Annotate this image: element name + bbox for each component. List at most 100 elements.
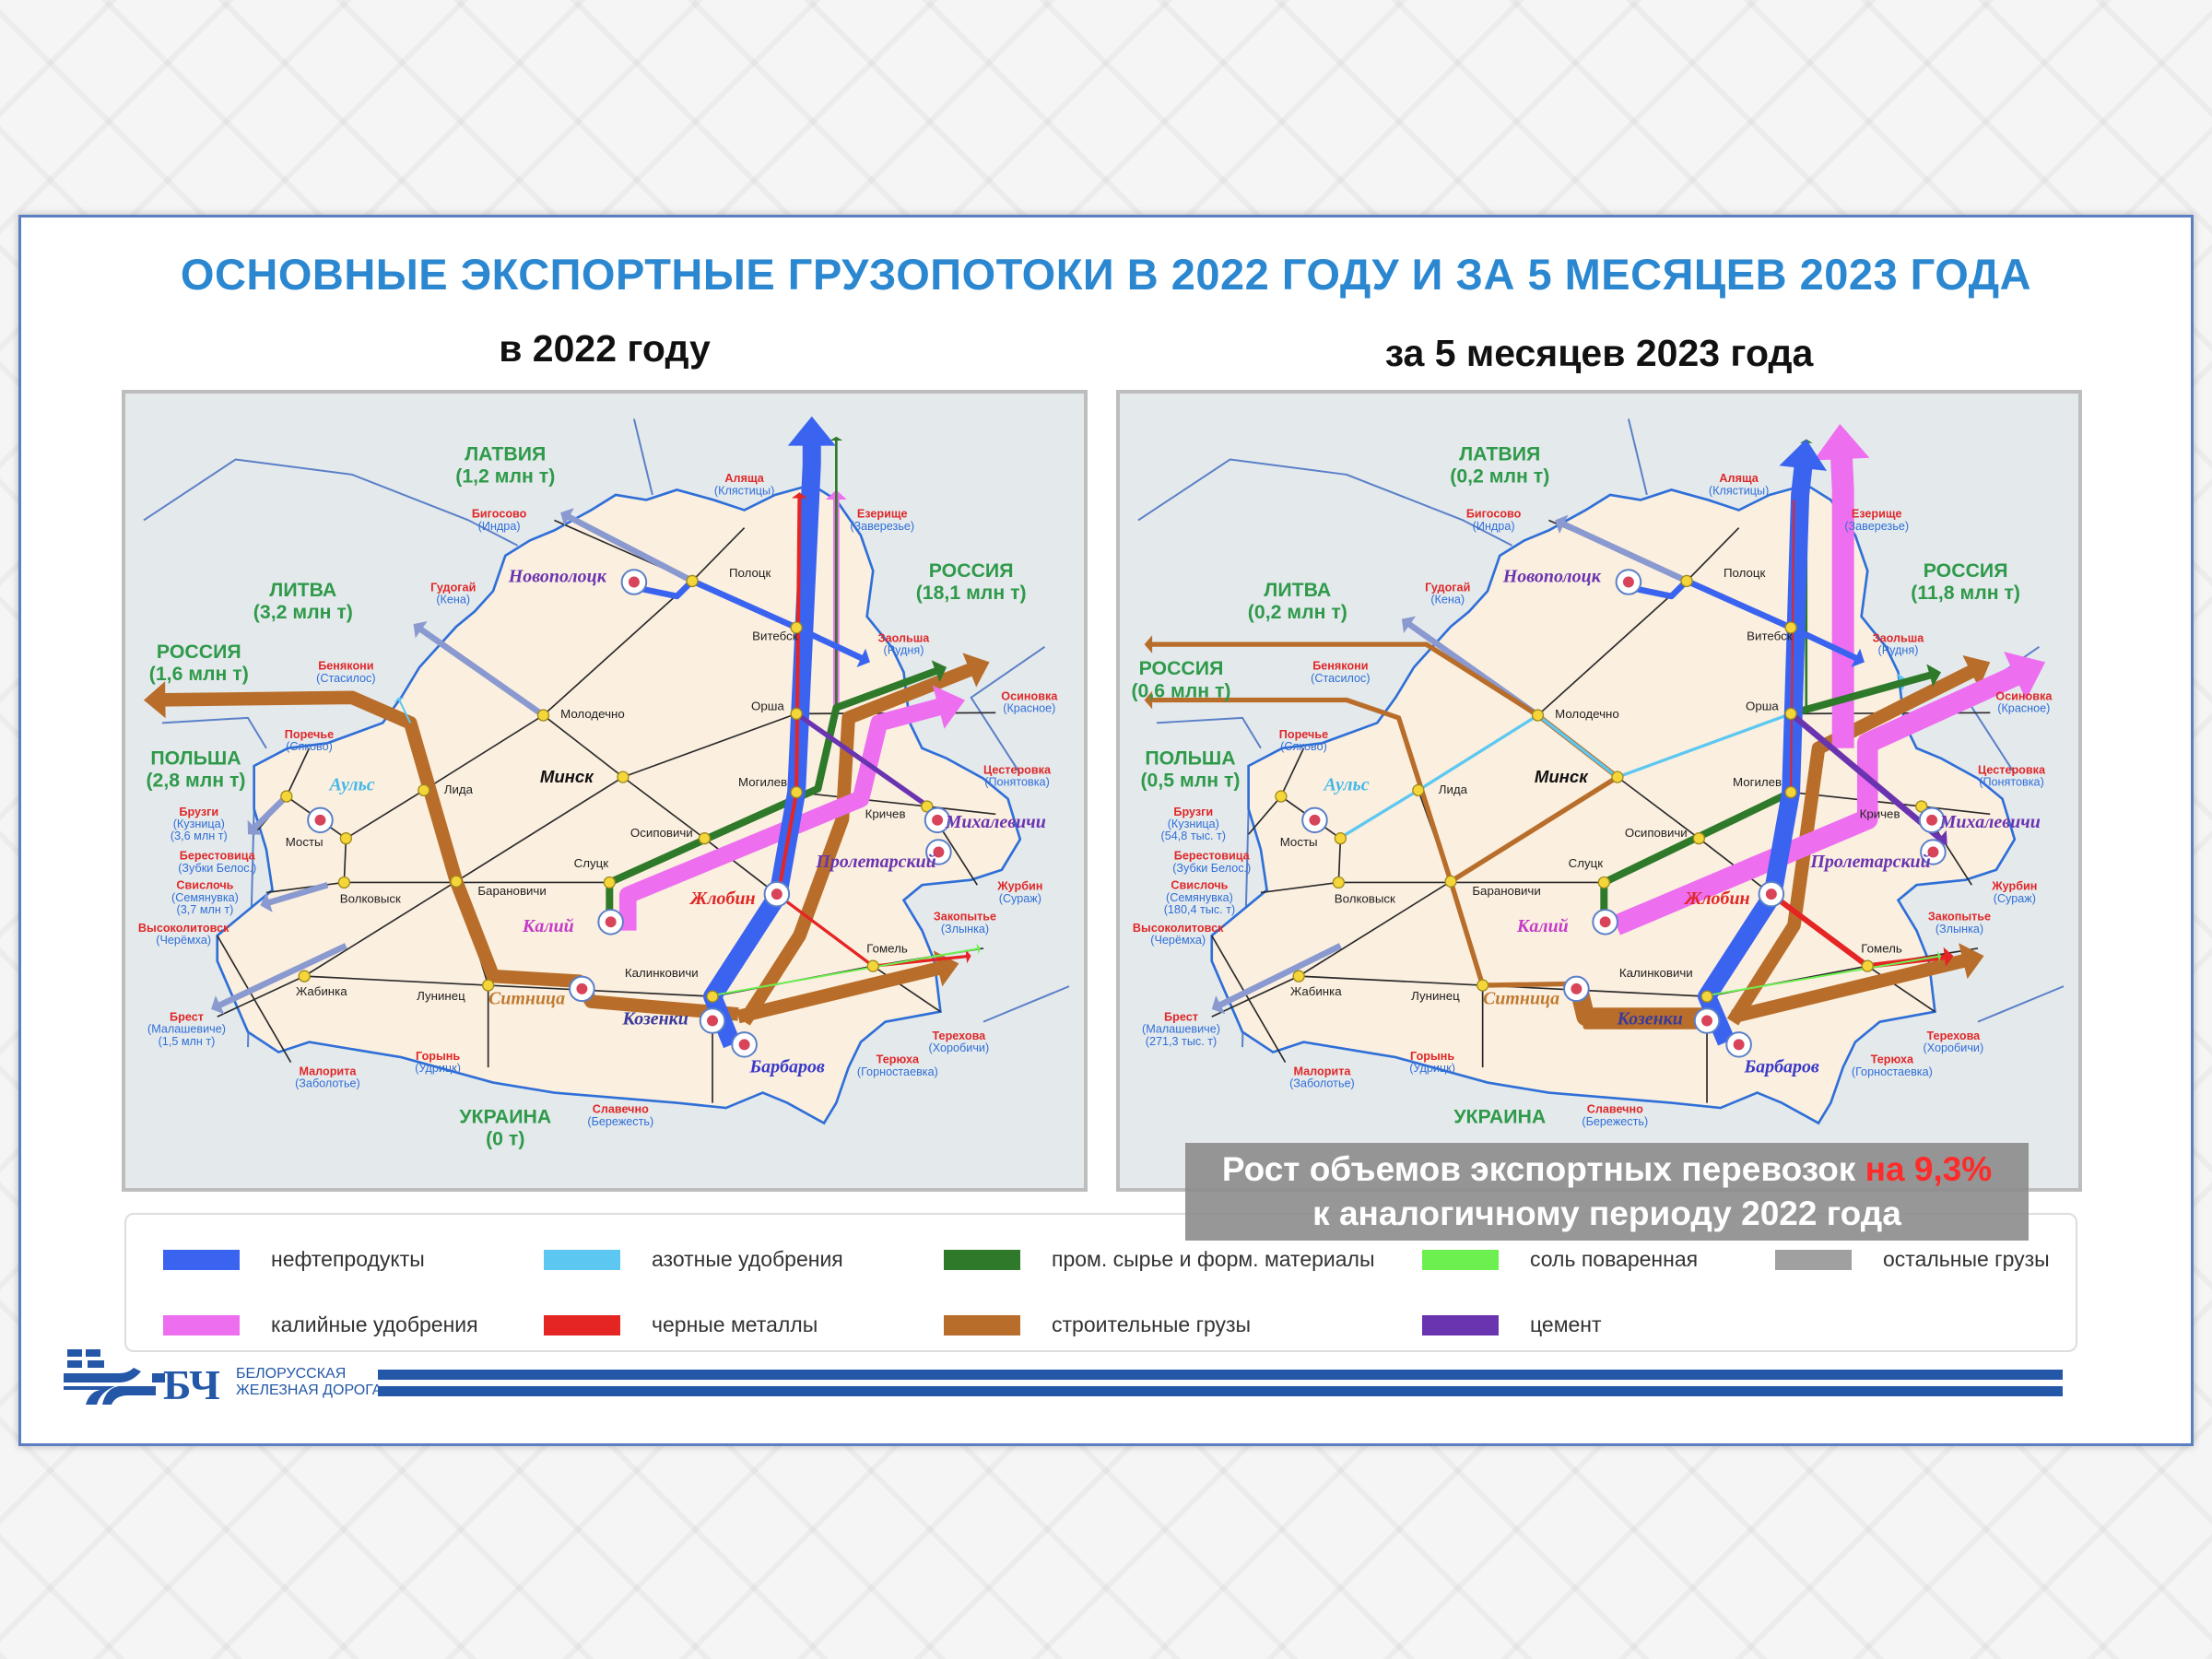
- potash-flow-north: [1830, 453, 1854, 748]
- enterprise-label: Козенки: [1617, 1008, 1683, 1029]
- station-node: [1531, 709, 1545, 722]
- station-label: Осиповичи: [630, 826, 693, 840]
- station-label: Могилев: [1733, 775, 1782, 789]
- crossing-name: Поречье: [285, 728, 334, 741]
- construction-flow-west-head: [1144, 690, 1153, 710]
- crossing-volume: (180,4 тыс. т): [1164, 903, 1236, 916]
- station-node: [536, 709, 550, 722]
- crossing-partner: (Заболотье): [1289, 1077, 1355, 1090]
- station-label-minsk: Минск: [1535, 767, 1589, 786]
- station-label: Лида: [444, 782, 474, 796]
- right-subtitle: за 5 месяцев 2023 года: [1384, 332, 1814, 374]
- crossing-name: Славечно: [1587, 1103, 1643, 1116]
- other-cargo-arrow: [218, 943, 347, 1008]
- enterprise-icon-mark: [1733, 1039, 1745, 1051]
- crossing-name: Аляща: [1719, 472, 1759, 485]
- crossing-partner: (Малашевиче): [1142, 1023, 1220, 1036]
- other-cargo-arrow-head: [1555, 514, 1569, 535]
- country-border: [982, 985, 1070, 1023]
- oil-flow-north-head: [1779, 439, 1828, 471]
- railway-line: [343, 838, 347, 883]
- country-border: [1137, 458, 1513, 547]
- crossing-partner: (Кузница): [1168, 818, 1219, 830]
- station-node: [1784, 707, 1797, 721]
- enterprise-icon-mark: [932, 814, 944, 826]
- crossing-name: Поречье: [1279, 728, 1328, 741]
- country-volume: (0,2 млн т): [1248, 601, 1347, 623]
- station-label: Витебск: [752, 629, 798, 643]
- banner-highlight: на 9,3%: [1865, 1150, 1993, 1188]
- station-label: Жабинка: [296, 984, 347, 998]
- country-name: ЛИТВА: [1264, 579, 1331, 601]
- crossing-partner: (Горностаевка): [1852, 1065, 1933, 1078]
- growth-banner: Рост объемов экспортных перевозок на 9,3…: [1185, 1143, 2029, 1241]
- country-name: УКРАИНА: [459, 1106, 551, 1128]
- country-name: РОССИЯ: [1139, 657, 1224, 679]
- oil-flow-novopolotsk-head: [1851, 648, 1865, 668]
- station-node: [921, 800, 934, 813]
- construction-flow-east-head: [1962, 654, 1991, 688]
- enterprise-icon-mark: [707, 1015, 719, 1027]
- station-node: [1597, 876, 1610, 889]
- crossing-partner: (Стасилос): [316, 672, 375, 685]
- crossing-partner: (Рудня): [884, 644, 924, 657]
- station-label: Кричев: [1860, 807, 1900, 821]
- station-node: [698, 831, 712, 845]
- station-node: [482, 979, 495, 992]
- legend-swatch: [163, 1249, 240, 1270]
- industrial-flow-north-head: [830, 436, 843, 441]
- other-cargo-arrow: [267, 882, 329, 906]
- legend-item: азотные удобрения: [544, 1247, 843, 1272]
- crossing-name: Малорита: [1293, 1065, 1351, 1077]
- crossing-name: Цестеровка: [1978, 763, 2046, 776]
- crossing-partner: (Семянувка): [171, 891, 239, 904]
- other-cargo-arrow-head: [560, 508, 574, 527]
- construction-flow-east: [738, 663, 975, 1026]
- legend-swatch: [1775, 1249, 1852, 1270]
- station-node: [790, 621, 803, 634]
- station-node: [1784, 785, 1797, 799]
- crossing-name: Брест: [170, 1011, 204, 1024]
- country-name: ЛАТВИЯ: [1459, 443, 1540, 465]
- oil-flow-novopolotsk-head: [856, 648, 870, 668]
- construction-flow-gomel: [1731, 953, 1968, 1024]
- station-node: [790, 785, 803, 799]
- enterprise-icon-mark: [605, 916, 617, 928]
- crossing-partner: (Бережесть): [1582, 1115, 1648, 1128]
- crossing-name: Заольша: [1873, 631, 1925, 644]
- crossing-name: Малорита: [299, 1065, 357, 1077]
- construction-flow-east-head: [962, 653, 990, 688]
- enterprise-label: Барбаров: [1743, 1057, 1818, 1077]
- station-node: [1412, 783, 1425, 797]
- crossing-name: Езерище: [857, 508, 908, 521]
- enterprise-icon-mark: [771, 888, 782, 900]
- enterprise-label: Калий: [522, 916, 574, 936]
- crossing-partner: (Зубки Белос.): [178, 862, 256, 875]
- legend-label: соль поваренная: [1530, 1247, 1699, 1271]
- crossing-partner: (Бережесть): [587, 1115, 653, 1128]
- map-2022: Полоцк Витебск Молодечно Орша Могилев Лида Оси…: [122, 390, 1088, 1192]
- crossing-name: Заольша: [878, 631, 931, 644]
- station-label: Лида: [1439, 782, 1468, 796]
- banner-text: Рост объемов экспортных перевозок: [1221, 1150, 1856, 1188]
- station-label: Барановичи: [477, 884, 546, 898]
- railway-line: [1280, 747, 1305, 797]
- metal-flow-gomel-head: [1943, 947, 1954, 967]
- legend-item: калийные удобрения: [163, 1312, 478, 1337]
- station-node: [1332, 876, 1346, 889]
- station-label: Молодечно: [1555, 707, 1619, 721]
- crossing-volume: (1,5 млн т): [159, 1035, 216, 1048]
- railway-line: [286, 747, 311, 797]
- crossing-name: Брузги: [1173, 806, 1213, 818]
- crossing-partner: (Сяково): [286, 740, 333, 753]
- other-cargo-arrow-head: [211, 995, 225, 1015]
- other-cargo-arrow-head: [1401, 616, 1417, 633]
- legend-swatch: [1422, 1249, 1499, 1270]
- legend-item: цемент: [1422, 1312, 1602, 1337]
- oil-flow-north: [1698, 464, 1813, 1046]
- enterprise-label: Козенки: [622, 1008, 688, 1029]
- enterprise-icon-mark: [1765, 888, 1777, 900]
- station-label: Калинковичи: [625, 966, 699, 980]
- legend-item: черные металлы: [544, 1312, 818, 1337]
- legend-swatch: [544, 1314, 620, 1335]
